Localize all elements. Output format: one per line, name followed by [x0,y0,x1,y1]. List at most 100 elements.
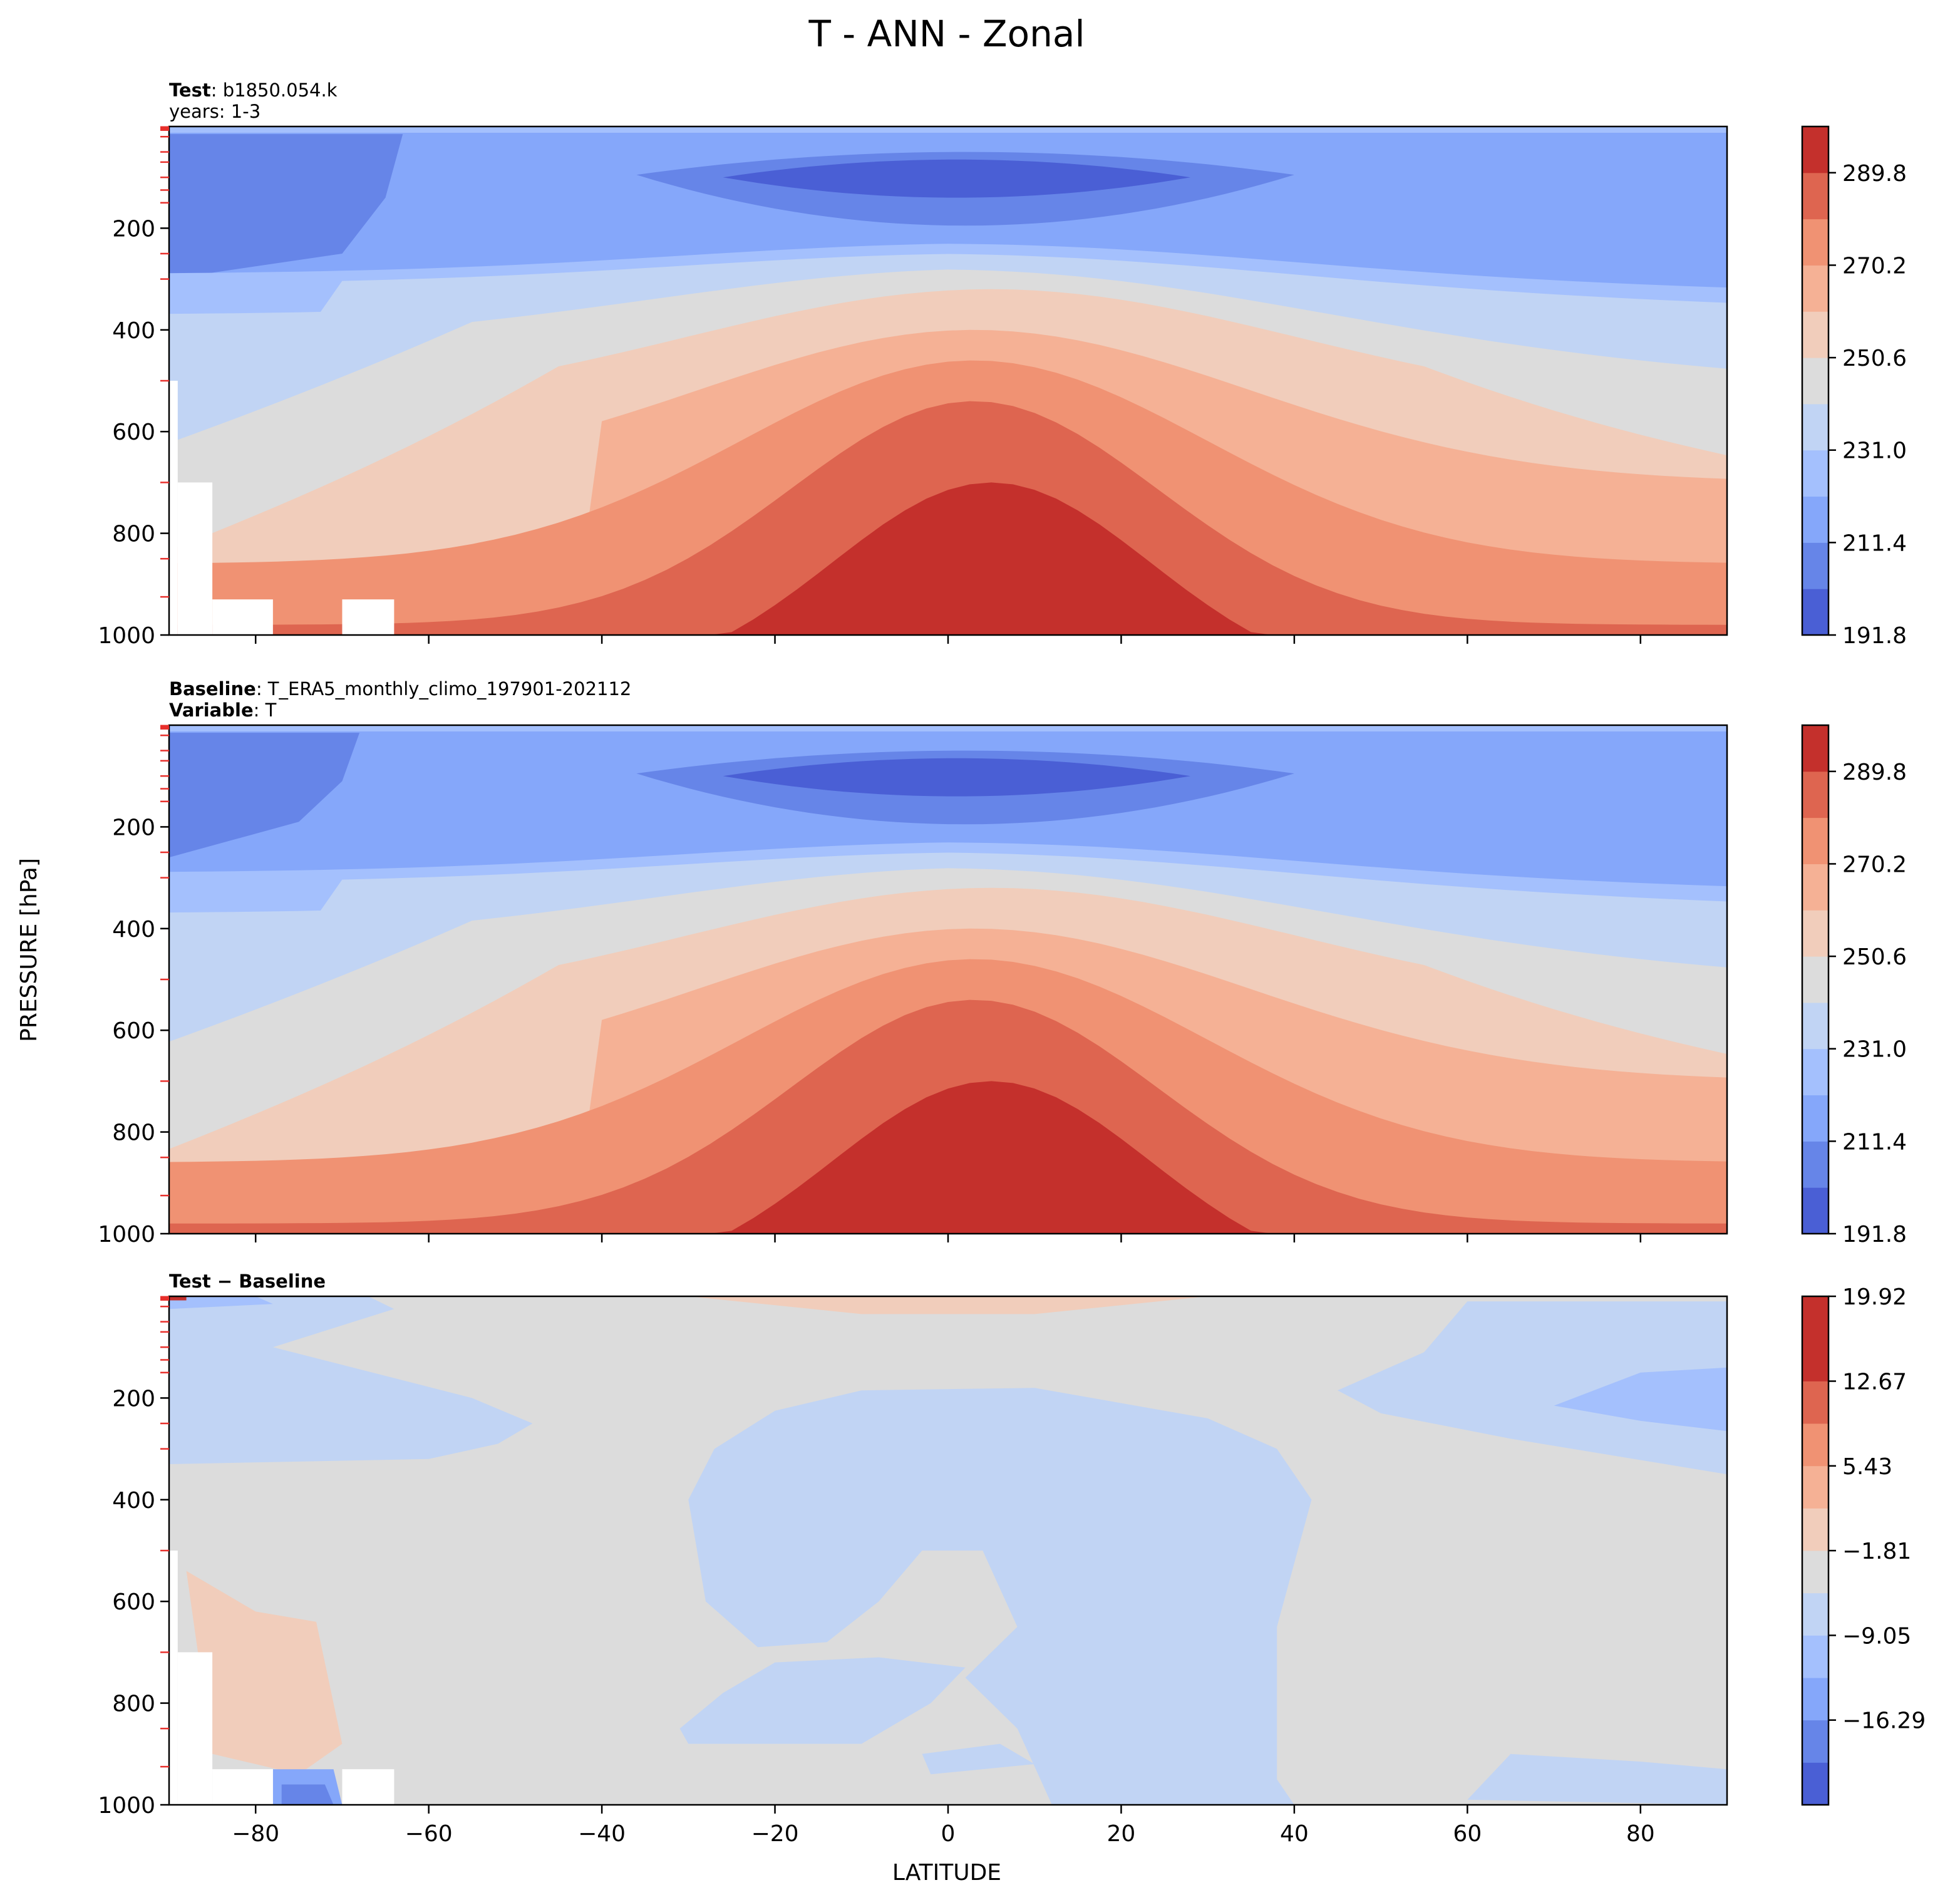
panel-title-line: Variable: T [169,700,277,721]
colorbar-tick-label: −16.29 [1842,1708,1926,1734]
x-tick-label: −20 [751,1821,799,1847]
contour-band [922,1743,1035,1775]
contour-band [723,159,1190,198]
colorbar-segment [1802,1187,1828,1234]
missing-data [169,381,178,635]
panel-title-text: : b1850.054.k [211,80,338,101]
y-tick-label: 600 [112,420,155,445]
x-tick-label: 0 [941,1821,956,1847]
colorbar-tick-label: 231.0 [1842,1037,1907,1063]
contour-band [169,1296,273,1309]
x-tick-label: 40 [1280,1821,1309,1847]
colorbar-segment [1802,450,1828,497]
contour-band [169,482,1727,635]
panel-title-bold: Variable [169,700,254,721]
y-tick-label: 200 [112,216,155,242]
colorbar-segment [1802,725,1828,772]
contour-band [688,1296,1208,1314]
panel-title-line: Test: b1850.054.k [169,80,338,101]
colorbar-segment [1802,1465,1828,1509]
colorbar-tick-label: 19.92 [1842,1284,1907,1310]
missing-data [342,1769,395,1805]
contour-field [169,126,1727,635]
colorbar-segment [1802,126,1828,173]
colorbar-segment [1802,956,1828,1003]
panel-title-line: Test − Baseline [169,1271,326,1292]
missing-data [212,1769,273,1805]
contour-band [1338,1301,1727,1475]
colorbar-tick-label: 250.6 [1842,346,1907,371]
missing-data [177,1652,213,1805]
colorbar-segment [1802,311,1828,358]
panel-title-bold: Baseline [169,678,256,700]
colorbar-segment [1802,172,1828,220]
colorbar-segment [1802,1338,1828,1381]
colorbar-segment [1802,910,1828,957]
colorbar-tick-label: 250.6 [1842,944,1907,970]
colorbar-segment [1802,1141,1828,1188]
colorbar-segment [1802,1508,1828,1551]
colorbar-segment [1802,771,1828,818]
x-tick-label: −60 [405,1821,453,1847]
y-tick-label: 200 [112,815,155,840]
panel-title-text: years: 1-3 [169,101,260,122]
colorbar-segment [1802,403,1828,451]
colorbar-tick-label: 12.67 [1842,1369,1907,1395]
colorbar-segment [1802,265,1828,312]
panel-title-bold: Test − Baseline [169,1271,326,1292]
colorbar-tick-label: 5.43 [1842,1454,1892,1480]
contour-band [1467,1753,1727,1805]
panel-title-bold: Test [169,80,211,101]
y-tick-label: 200 [112,1386,155,1412]
colorbar: 191.8 211.4 231.0 250.6 270.2 289.8 [1801,125,1907,649]
colorbar-segment [1802,817,1828,864]
y-tick-label: 1000 [98,1793,155,1819]
colorbar-tick-label: 191.8 [1842,623,1907,649]
colorbar: 191.8 211.4 231.0 250.6 270.2 289.8 [1801,724,1907,1247]
missing-data [169,1551,178,1805]
x-axis-label: LATITUDE [892,1860,1001,1886]
colorbar-segment [1802,1593,1828,1636]
colorbar-tick-label: 231.0 [1842,438,1907,464]
colorbar-tick-label: 211.4 [1842,530,1907,556]
y-tick-label: 400 [112,318,155,344]
colorbar-segment [1802,1762,1828,1805]
missing-data [342,599,395,635]
colorbar-segment [1802,1048,1828,1096]
colorbar-tick-label: −1.81 [1842,1539,1911,1564]
colorbar-tick-label: 289.8 [1842,760,1907,785]
colorbar-segment [1802,496,1828,543]
y-tick-label: 800 [112,1691,155,1717]
contour-band [679,1657,966,1744]
colorbar-tick-label: 211.4 [1842,1129,1907,1155]
panel-title-text: : T_ERA5_monthly_climo_197901-202112 [256,678,632,700]
colorbar-segment [1802,1002,1828,1050]
contour-band [169,1296,533,1464]
colorbar-tick-label: 270.2 [1842,253,1907,279]
panel-title-line: years: 1-3 [169,101,260,122]
y-tick-label: 800 [112,522,155,547]
missing-data [177,482,213,635]
panel-test: 200 400 600 800 1000 Test: b1850.054.kyears: … [98,80,1907,649]
y-tick-label: 1000 [98,623,155,649]
contour-field [169,1296,1727,1805]
colorbar-segment [1802,1720,1828,1763]
x-tick-label: −80 [232,1821,279,1847]
contour-band [723,758,1190,797]
panel-baseline: 200 400 600 800 1000 Baseline: T_ERA5_monthly… [98,678,1907,1247]
panel-title-line: Baseline: T_ERA5_monthly_climo_197901-20… [169,678,631,700]
colorbar-segment [1802,864,1828,911]
missing-data [212,599,273,635]
y-tick-label: 400 [112,917,155,942]
contour-field [169,725,1727,1234]
colorbar: 19.92 12.67 5.43 −1.81 −9.05 −16.29 [1801,1284,1926,1806]
figure-title: T - ANN - Zonal [808,13,1085,55]
colorbar-segment [1802,1635,1828,1678]
x-tick-label: 60 [1453,1821,1482,1847]
y-tick-label: 800 [112,1120,155,1146]
contour-band [169,733,360,858]
y-tick-label: 600 [112,1018,155,1044]
colorbar-segment [1802,1551,1828,1594]
